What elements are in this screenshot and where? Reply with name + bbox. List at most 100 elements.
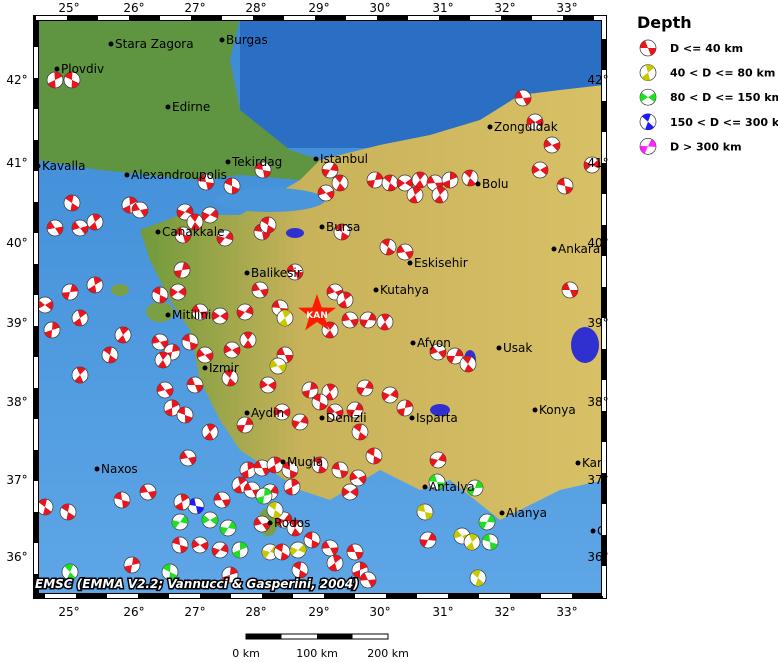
beachball <box>221 566 239 584</box>
beachball-wedge <box>532 165 548 175</box>
beachball-wedge <box>232 541 248 559</box>
beachball-wedge <box>217 231 233 245</box>
lon-tick-label: 29° <box>308 605 329 619</box>
beachball <box>239 331 257 349</box>
beachball-wedge <box>274 407 290 417</box>
beachball-wedge <box>188 498 204 514</box>
beachball <box>253 515 271 533</box>
beachball-wedge <box>61 503 75 521</box>
scale-label: 100 km <box>296 647 338 658</box>
beachball-wedge <box>396 245 414 259</box>
lon-tick-label: 27° <box>184 605 205 619</box>
beachball <box>639 113 657 131</box>
beachball-bg <box>286 519 304 537</box>
beachball-wedge <box>526 116 544 128</box>
beachball-wedge <box>328 554 342 572</box>
beachball <box>191 536 209 554</box>
beachball-wedge <box>429 474 445 490</box>
beachball-wedge <box>341 487 359 497</box>
beachball <box>86 276 104 294</box>
beachball-wedge <box>182 334 198 350</box>
city-label: Alanya <box>506 506 547 520</box>
lon-tick-label: 32° <box>494 1 515 15</box>
beachball <box>431 186 449 204</box>
beachball-wedge <box>442 171 458 189</box>
beachball <box>281 461 299 479</box>
beachball-wedge <box>220 521 236 535</box>
beachball-wedge <box>233 477 247 493</box>
beachball-wedge <box>65 195 79 211</box>
map-area: KAN Stara Zagora Burgas Plovdiv Edirne Kavall… <box>36 18 604 596</box>
city-dot <box>219 37 225 43</box>
beachball-wedge <box>276 347 294 363</box>
beachball-wedge <box>332 462 348 478</box>
beachball <box>223 341 241 359</box>
beachball-wedge <box>419 532 437 548</box>
epicenter-star <box>298 294 336 331</box>
beachball-wedge <box>561 282 579 298</box>
beachball-wedge <box>282 462 298 478</box>
beachball-wedge <box>347 544 363 560</box>
beachball-wedge <box>179 451 197 465</box>
beachball <box>63 194 81 212</box>
beachball-wedge <box>640 92 656 102</box>
beachball-wedge <box>338 292 352 308</box>
city-label: Balikesir <box>251 266 302 280</box>
beachball <box>196 346 214 364</box>
city-label: Stara Zagora <box>115 37 194 51</box>
city-dot <box>373 287 379 293</box>
beachball <box>176 406 194 424</box>
beachball-wedge <box>462 356 474 372</box>
beachball <box>186 213 204 231</box>
beachball-wedge <box>642 113 654 130</box>
legend-label: 80 < D <= 150 km <box>670 91 778 104</box>
beachball-wedge <box>467 480 483 496</box>
beachball <box>531 161 549 179</box>
beachball <box>213 491 231 509</box>
beachball-wedge <box>293 562 307 578</box>
lat-tick-label: 41° <box>587 156 608 170</box>
beachball <box>251 281 269 299</box>
lon-tick-label: 33° <box>556 605 577 619</box>
beachball <box>286 519 304 537</box>
beachball-wedge <box>212 311 228 321</box>
beachball <box>266 501 284 519</box>
beachball <box>514 89 532 107</box>
beachball-wedge <box>543 139 561 151</box>
beachball-wedge <box>64 563 76 581</box>
beachball-wedge <box>275 544 289 560</box>
beachball <box>419 531 437 549</box>
beachball-wedge <box>224 177 240 195</box>
beachball <box>176 203 194 221</box>
city-dot <box>124 172 130 178</box>
scale-bar-seg <box>317 634 353 639</box>
beachball-wedge <box>471 569 485 587</box>
beachball <box>639 39 657 57</box>
beachball-wedge <box>237 417 253 433</box>
beachball-wedge <box>151 335 169 349</box>
beachball-wedge <box>514 90 532 106</box>
beachball <box>639 138 657 155</box>
beachball <box>466 479 484 497</box>
beachball <box>289 541 307 559</box>
city-dot <box>551 246 557 252</box>
beachball <box>211 541 229 559</box>
anatolia-land <box>140 85 604 520</box>
beachball-wedge <box>639 40 657 56</box>
beachball-wedge <box>409 187 421 203</box>
lake <box>430 404 450 416</box>
city-dot <box>319 224 325 230</box>
beachball <box>336 291 354 309</box>
beachball <box>396 174 414 192</box>
beachball <box>259 376 277 394</box>
beachball-wedge <box>103 346 117 364</box>
beachball-wedge <box>259 379 277 391</box>
beachball <box>101 346 119 364</box>
lat-tick-label: 36° <box>6 550 27 564</box>
beachball-wedge <box>359 312 377 328</box>
beachball <box>46 71 64 89</box>
marmara-sea <box>215 188 325 212</box>
beachball-wedge <box>287 264 303 280</box>
lat-tick-label: 37° <box>6 473 27 487</box>
city-dot <box>54 66 60 72</box>
